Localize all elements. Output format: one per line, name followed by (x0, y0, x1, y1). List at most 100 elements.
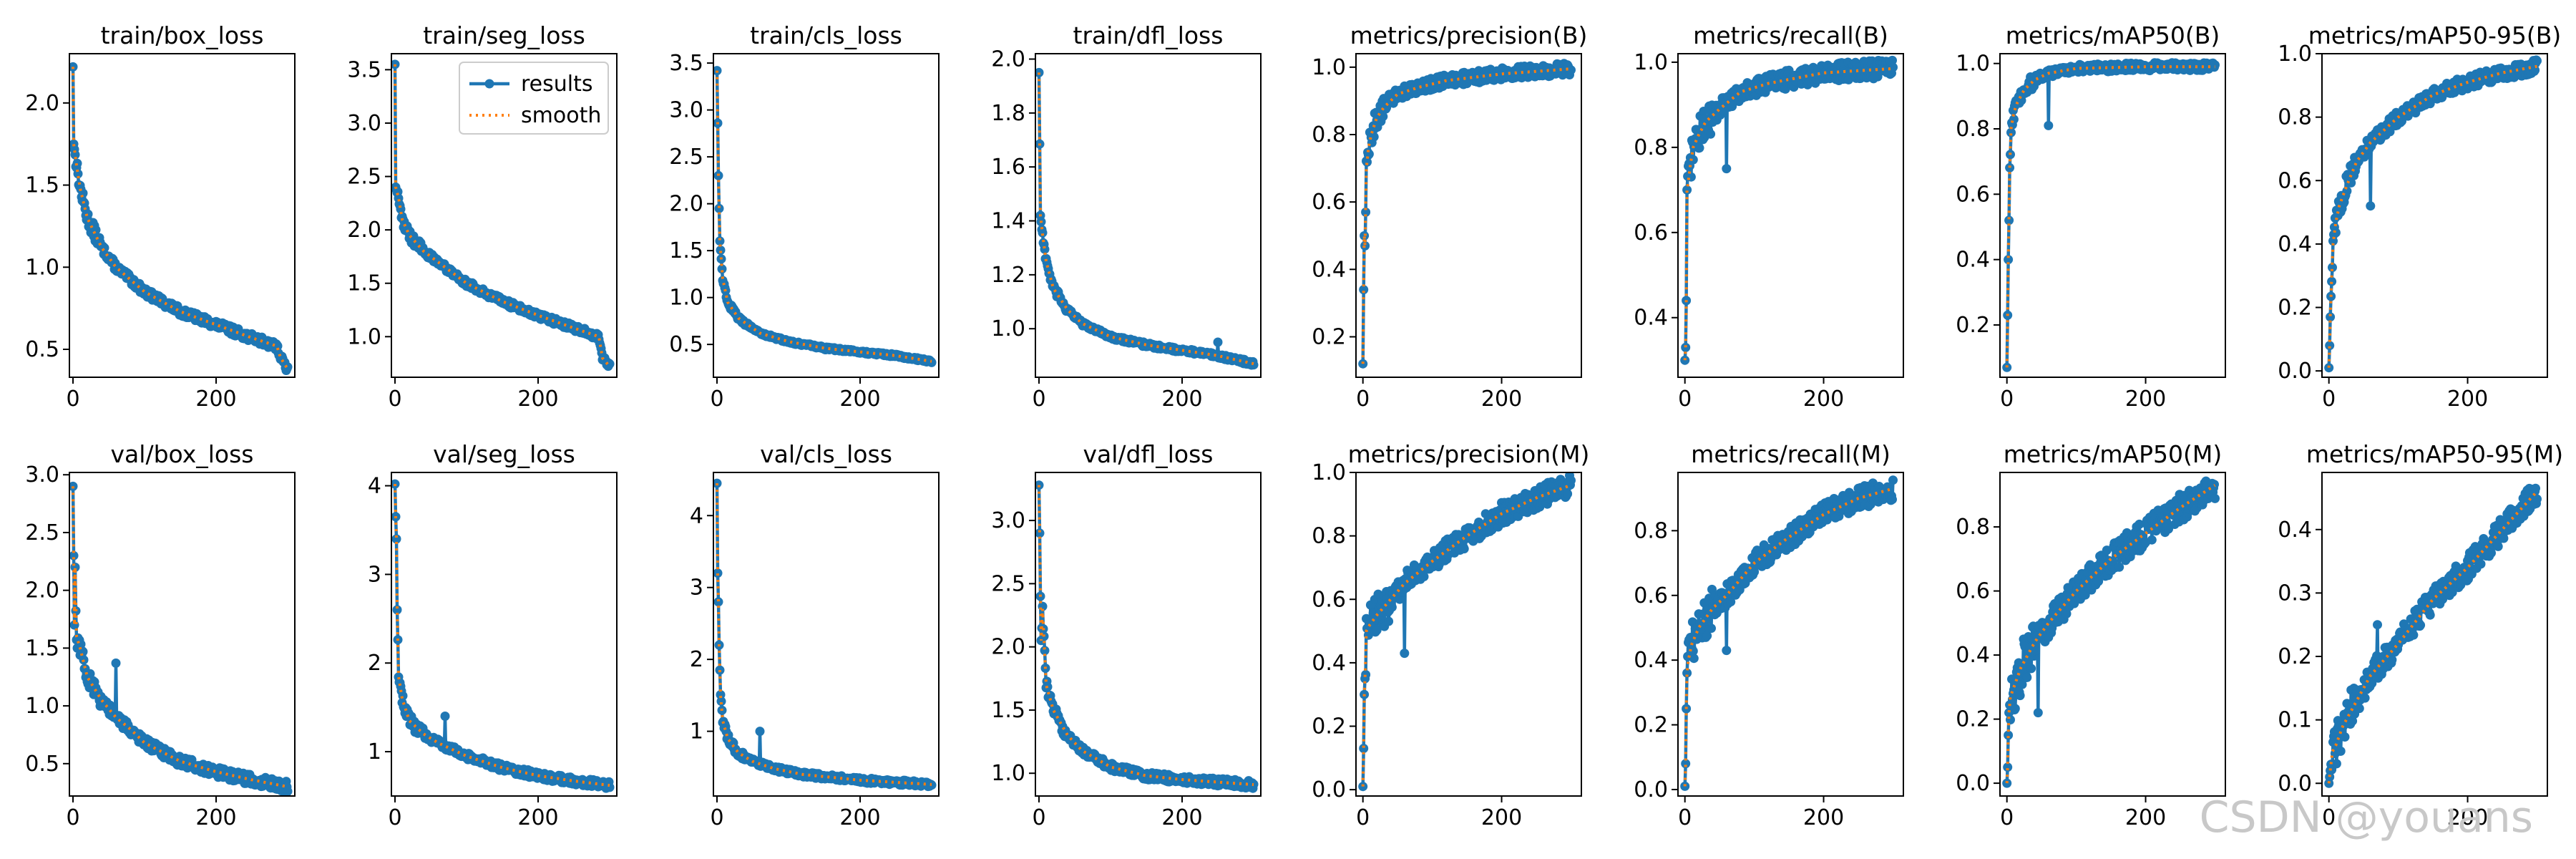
y-tick-label: 0.4 (1634, 648, 1668, 673)
data-point (1359, 744, 1369, 753)
y-tick-label: 0.8 (1956, 515, 1990, 540)
plot-area (1035, 67, 1259, 370)
data-point (2114, 562, 2124, 572)
results-markers (2324, 483, 2542, 788)
x-tick-label: 0 (1356, 387, 1370, 412)
y-tick-label: 3.0 (669, 98, 703, 123)
legend-results-marker (484, 79, 494, 89)
smooth-line (1038, 485, 1254, 787)
y-tick-label: 2.0 (347, 218, 381, 243)
axes-frame (1355, 53, 1582, 378)
x-tick-label: 0 (66, 805, 79, 830)
data-point (715, 236, 725, 246)
data-point (111, 658, 121, 668)
axes-frame (1035, 472, 1262, 797)
data-point (69, 550, 79, 560)
plot-area (1680, 55, 1898, 365)
y-tick-label: 2 (690, 647, 703, 672)
smooth-line (2005, 484, 2216, 784)
x-tick-label: 200 (839, 805, 880, 830)
y-tick-label: 3.0 (25, 462, 59, 487)
plot-area (1358, 472, 1576, 792)
y-tick-label: 0.6 (2278, 168, 2312, 193)
y-tick-label: 0.6 (1956, 182, 1990, 207)
y-tick-label: 1.5 (347, 271, 381, 296)
y-tick-label: 0.2 (1956, 707, 1990, 732)
data-point (2348, 716, 2358, 726)
data-point (717, 264, 727, 274)
y-tick-label: 3.5 (669, 51, 703, 76)
data-point (2331, 759, 2341, 769)
subplot-title: metrics/mAP50(M) (2004, 440, 2222, 468)
data-point (1784, 65, 1794, 75)
y-tick-label: 3.0 (347, 111, 381, 136)
x-tick-label: 0 (388, 387, 401, 412)
data-point (1688, 646, 1698, 656)
x-tick-label: 200 (1161, 387, 1202, 412)
smooth-line (1361, 483, 1572, 787)
axes-frame (1677, 53, 1904, 378)
data-point (2033, 708, 2043, 718)
y-tick-label: 0.8 (1634, 135, 1668, 160)
subplot-title: train/dfl_loss (1073, 21, 1224, 49)
y-tick-label: 1.0 (1312, 460, 1346, 485)
subplot-title: val/dfl_loss (1083, 440, 1213, 468)
y-tick-label: 4 (368, 474, 381, 499)
y-tick-label: 3.5 (347, 57, 381, 82)
data-point (2328, 263, 2337, 273)
y-tick-label: 1.0 (991, 316, 1025, 341)
data-point (1419, 572, 1429, 581)
plot-area (1680, 475, 1898, 791)
y-tick-label: 1.5 (25, 173, 59, 198)
data-point (2373, 620, 2382, 630)
x-tick-label: 200 (195, 805, 236, 830)
subplot-title: metrics/recall(M) (1691, 440, 1890, 468)
data-point (1459, 544, 1469, 554)
x-tick-label: 200 (517, 805, 558, 830)
y-tick-label: 2.5 (25, 520, 59, 545)
data-point (440, 712, 450, 721)
data-point (2387, 655, 2397, 665)
plot-area (391, 479, 615, 793)
x-tick-label: 0 (1032, 387, 1045, 412)
data-point (1035, 528, 1045, 538)
axes-frame (1355, 472, 1582, 797)
x-tick-label: 0 (2322, 387, 2336, 412)
data-point (1563, 489, 1573, 499)
data-point (605, 782, 615, 792)
y-tick-label: 0.6 (1312, 190, 1346, 215)
axes-frame (69, 472, 296, 797)
y-tick-label: 0.4 (1956, 643, 1990, 668)
y-tick-label: 4 (690, 503, 703, 528)
data-point (2030, 646, 2040, 656)
x-tick-label: 0 (1678, 805, 1692, 830)
data-point (2147, 535, 2157, 545)
data-point (1888, 495, 1897, 505)
y-tick-label: 0.8 (2278, 105, 2312, 130)
data-point (1688, 155, 1698, 165)
results-markers (2002, 476, 2220, 788)
data-point (2340, 732, 2350, 742)
data-point (2532, 56, 2542, 66)
data-point (755, 727, 765, 737)
data-point (1706, 129, 1716, 139)
data-point (1702, 631, 1712, 641)
data-point (2210, 60, 2220, 70)
data-point (1249, 360, 1259, 370)
legend-smooth-label: smooth (521, 103, 601, 128)
data-point (2004, 215, 2014, 225)
y-tick-label: 1.0 (1312, 55, 1346, 80)
data-point (1681, 342, 1691, 352)
y-tick-label: 1.8 (991, 101, 1025, 126)
smooth-line (1683, 487, 1894, 787)
data-point (2022, 672, 2032, 682)
subplot-title: metrics/mAP50(B) (2006, 21, 2220, 49)
x-tick-label: 0 (66, 387, 79, 412)
legend-results-label: results (521, 72, 593, 97)
y-tick-label: 1.5 (991, 698, 1025, 723)
